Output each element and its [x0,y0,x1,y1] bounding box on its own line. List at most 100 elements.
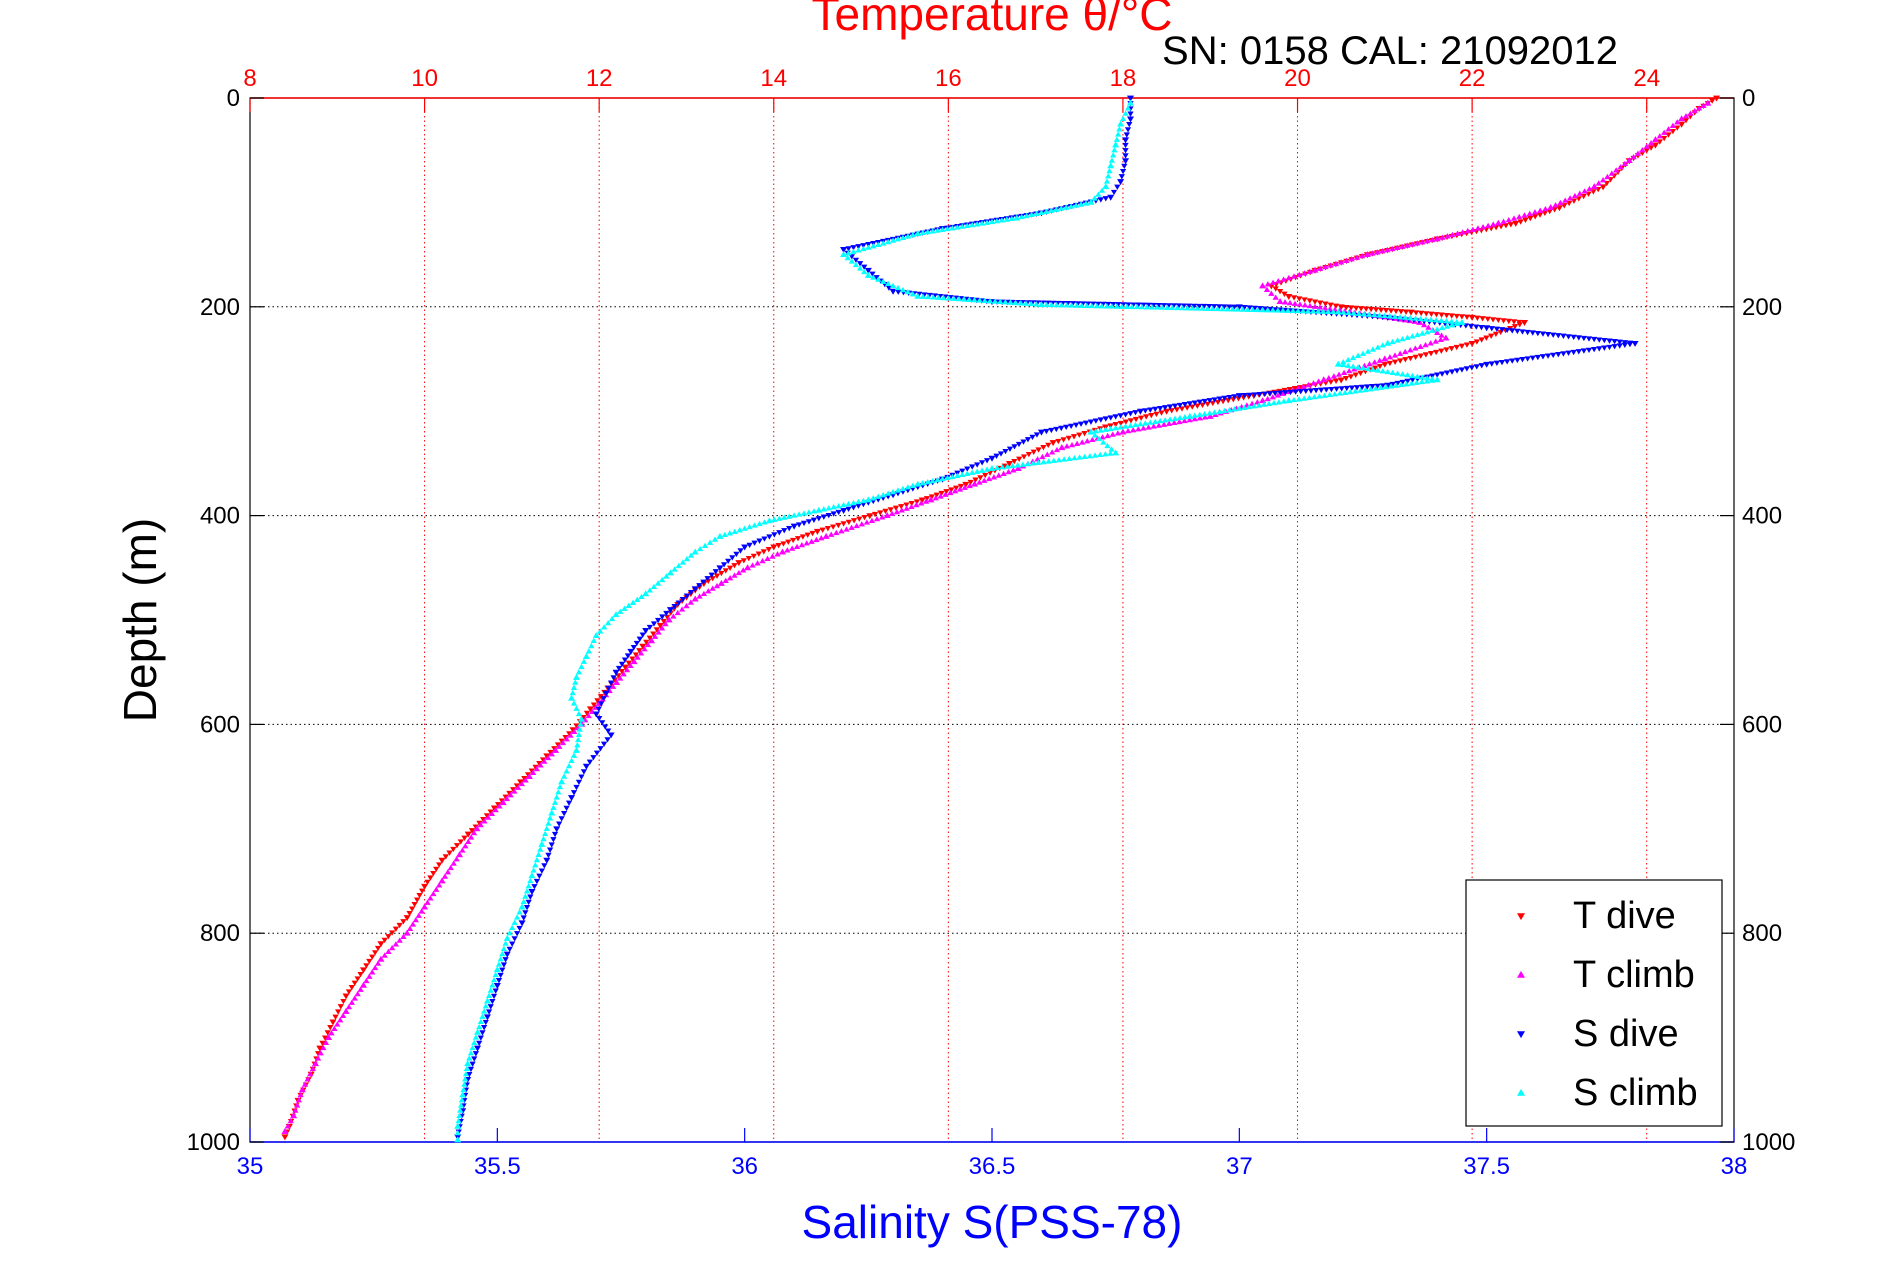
data-point [1143,304,1151,310]
data-point [1337,377,1345,384]
data-point [1143,414,1150,420]
data-point [919,229,926,236]
data-point [1216,396,1223,402]
data-point [548,809,556,816]
data-point [1396,314,1404,320]
data-point [1317,300,1324,306]
data-point [1241,404,1248,410]
data-point [1336,390,1344,396]
data-point [1189,404,1196,410]
data-point [1163,408,1171,415]
data-point [1254,306,1261,313]
data-point [1565,350,1572,356]
data-point [1695,105,1703,111]
data-point [1130,427,1137,433]
data-point [1359,364,1367,371]
data-point [518,920,526,927]
data-point [740,558,747,564]
data-point [1171,403,1179,409]
data-point [924,479,931,485]
data-point [403,929,411,936]
data-point [298,1086,306,1093]
data-point [1251,403,1258,409]
data-point [1102,196,1109,202]
data-point [1463,314,1471,320]
data-point [459,847,466,853]
data-point [1043,208,1050,214]
data-point [759,557,766,564]
data-point [342,993,350,1000]
data-point [528,889,536,896]
data-point [1357,387,1364,393]
data-point [687,599,694,605]
data-point [1149,304,1156,310]
data-point [1033,432,1041,438]
data-point [1398,381,1405,388]
data-point [805,519,813,525]
data-point [1292,389,1299,395]
data-point [572,679,579,685]
data-point [1115,131,1122,137]
data-point [750,553,757,560]
data-point [1065,435,1072,442]
data-point [1122,419,1129,425]
y-axis-label: Depth (m) [114,518,166,722]
data-point [1334,308,1342,315]
data-point [1316,304,1324,310]
data-point [794,536,802,542]
data-point [590,755,597,761]
data-point [481,818,488,824]
data-point [1079,439,1086,445]
data-point [1008,215,1015,221]
data-point [716,565,724,572]
data-point [711,536,719,542]
data-point [580,658,588,664]
data-point [1360,311,1368,317]
data-point [482,1019,489,1026]
data-point [967,479,974,486]
data-point [641,646,648,652]
data-point [1404,378,1411,385]
data-point [1002,299,1009,305]
data-point [492,806,499,813]
data-point [800,520,808,527]
data-point [850,245,857,251]
data-point [949,473,956,480]
data-point [1209,305,1216,312]
data-point [1168,408,1175,414]
data-point [542,830,549,837]
data-point [914,230,922,237]
data-point [1122,110,1129,116]
data-point [726,575,734,581]
data-point [678,606,686,612]
data-point [314,1055,322,1061]
data-point [538,868,545,874]
data-point [939,226,946,232]
data-point [522,777,529,783]
depth-tick-label-right: 200 [1742,294,1782,321]
data-point [648,637,656,644]
data-point [1352,388,1359,394]
data-point [1656,133,1663,139]
data-point [500,945,508,951]
data-point [1429,236,1436,243]
data-point [1550,352,1557,359]
data-point [462,1076,469,1082]
data-point [898,504,905,510]
data-point [809,530,816,537]
temperature-tick-label: 14 [760,65,787,92]
data-point [1108,157,1116,163]
data-point [746,523,753,530]
data-point [1464,227,1471,234]
data-point [1263,286,1271,292]
data-point [281,1134,289,1141]
data-point [1407,355,1414,362]
data-point [499,950,506,957]
data-point [1311,266,1319,273]
data-point [597,746,604,752]
data-point [1166,416,1174,422]
data-point [567,732,574,738]
data-point [679,597,686,603]
data-point [761,536,768,542]
data-point [957,483,965,490]
